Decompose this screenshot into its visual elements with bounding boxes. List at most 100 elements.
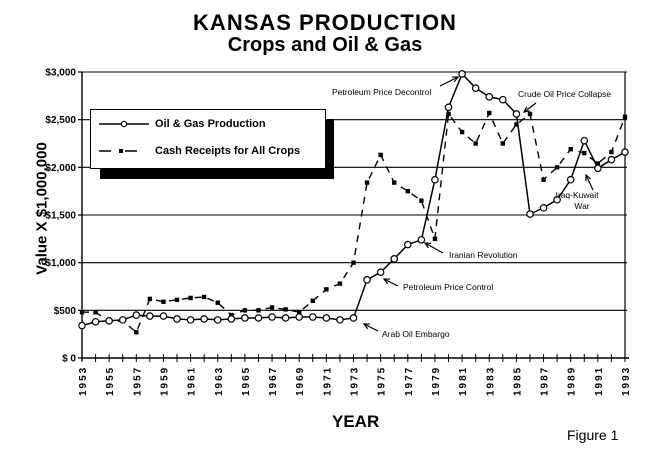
crops-data-point bbox=[527, 111, 533, 117]
x-tick-label: 1993 bbox=[621, 366, 632, 396]
legend-item-crops: Cash Receipts for All Crops bbox=[99, 145, 300, 157]
annotation-iraq-kuwait-war-line2: War bbox=[574, 201, 589, 211]
x-tick-label: 1975 bbox=[377, 366, 388, 396]
crops-data-point bbox=[582, 150, 587, 156]
y-tick-label: $1,500 bbox=[45, 211, 76, 222]
crops-data-point bbox=[595, 161, 601, 166]
oil-gas-data-point bbox=[458, 70, 466, 78]
annotation-crude-oil-price-collapse: Crude Oil Price Collapse bbox=[518, 89, 611, 99]
x-tick-label: 1953 bbox=[78, 366, 89, 396]
collapse-arrowhead bbox=[522, 106, 531, 113]
crops-data-point bbox=[215, 300, 220, 305]
annotation-iraq-kuwait-war: Iraq-Kuwait bbox=[556, 190, 600, 200]
crops-data-point bbox=[310, 298, 315, 303]
control-arrowhead bbox=[382, 278, 391, 285]
collapse-arrow bbox=[523, 102, 537, 113]
oil-gas-data-point bbox=[200, 315, 208, 323]
legend-label: Oil & Gas Production bbox=[155, 118, 266, 130]
decontrol-arrowhead bbox=[451, 76, 460, 83]
crops-data-point bbox=[337, 281, 343, 286]
oil-gas-data-point bbox=[553, 195, 561, 204]
x-tick-label: 1955 bbox=[105, 366, 116, 396]
x-tick-label: 1973 bbox=[350, 366, 361, 396]
legend-item-oil-gas: Oil & Gas Production bbox=[99, 118, 266, 130]
crops-data-point bbox=[324, 287, 329, 292]
crops-data-point bbox=[147, 296, 153, 302]
oil-gas-data-point bbox=[281, 314, 290, 322]
oil-gas-data-point bbox=[213, 316, 222, 324]
x-axis-label: YEAR bbox=[332, 412, 380, 431]
oil-gas-data-point bbox=[227, 315, 236, 323]
crops-data-point bbox=[161, 299, 166, 304]
y-tick-label: $ 0 bbox=[62, 354, 76, 365]
crops-data-point bbox=[297, 310, 302, 315]
crops-data-point bbox=[229, 312, 234, 318]
crops-data-point bbox=[405, 188, 410, 194]
solid-line-circle-icon bbox=[99, 119, 149, 129]
crops-data-point bbox=[541, 177, 546, 182]
figure-caption: Figure 1 bbox=[567, 427, 619, 443]
oil-gas-data-point bbox=[471, 84, 480, 93]
crops-data-point bbox=[364, 180, 370, 185]
legend: Oil & Gas Production Cash Receipts for A… bbox=[90, 109, 326, 169]
oil-gas-data-point bbox=[105, 317, 113, 325]
x-tick-label: 1987 bbox=[540, 366, 551, 396]
x-tick-label: 1959 bbox=[159, 366, 170, 396]
x-tick-label: 1971 bbox=[322, 366, 333, 396]
crops-data-point bbox=[351, 260, 356, 265]
crops-data-point bbox=[93, 310, 98, 315]
oil-gas-data-point bbox=[594, 164, 602, 173]
y-tick-label: $2,000 bbox=[45, 163, 76, 174]
x-tick-label: 1961 bbox=[187, 366, 198, 396]
x-tick-label: 1969 bbox=[295, 366, 306, 396]
crops-data-point bbox=[134, 330, 139, 335]
x-tick-label: 1967 bbox=[268, 366, 279, 396]
oil-gas-data-point bbox=[526, 210, 534, 218]
crops-data-point bbox=[554, 165, 560, 170]
crops-data-point bbox=[446, 111, 451, 117]
crops-data-point bbox=[419, 198, 424, 203]
oil-gas-data-point bbox=[607, 155, 616, 164]
oil-gas-data-point bbox=[417, 235, 426, 244]
crops-data-point bbox=[378, 152, 383, 158]
arab-arrowhead bbox=[362, 323, 371, 330]
oil-gas-data-point bbox=[566, 175, 575, 184]
crops-data-point bbox=[188, 295, 193, 301]
y-tick-label: $1,000 bbox=[45, 258, 76, 269]
annotation-iranian-revolution: Iranian Revolution bbox=[449, 250, 518, 260]
crops-data-point bbox=[283, 307, 288, 312]
oil-gas-data-point bbox=[390, 255, 399, 263]
crops-data-point bbox=[242, 308, 248, 313]
crops-data-point bbox=[269, 305, 275, 310]
oil-gas-data-point bbox=[539, 204, 548, 212]
crops-data-point bbox=[514, 122, 519, 127]
oil-gas-data-point bbox=[431, 175, 439, 184]
oil-gas-data-point bbox=[241, 314, 249, 322]
oil-gas-data-point bbox=[295, 313, 304, 321]
y-tick-label: $500 bbox=[54, 306, 77, 317]
oil-gas-data-point bbox=[146, 312, 154, 320]
oil-gas-data-point bbox=[118, 316, 127, 324]
oil-gas-data-point bbox=[363, 276, 371, 284]
crops-data-point bbox=[201, 294, 207, 300]
x-tick-label: 1977 bbox=[404, 366, 415, 396]
oil-gas-data-point bbox=[499, 95, 507, 104]
oil-gas-data-point bbox=[78, 321, 86, 330]
crops-data-point bbox=[432, 236, 438, 242]
crops-data-point bbox=[459, 129, 465, 135]
control-arrow bbox=[383, 278, 399, 287]
x-tick-label: 1983 bbox=[485, 366, 496, 396]
crops-data-point bbox=[473, 141, 478, 146]
x-tick-label: 1965 bbox=[241, 366, 252, 396]
crops-data-point bbox=[487, 110, 492, 116]
x-tick-label: 1981 bbox=[458, 366, 469, 396]
oil-gas-data-point bbox=[403, 240, 412, 249]
iran-arrowhead bbox=[423, 242, 432, 249]
oil-gas-data-point bbox=[376, 268, 385, 277]
crops-data-point bbox=[392, 180, 397, 185]
oil-gas-data-point bbox=[254, 314, 263, 322]
crops-data-point bbox=[622, 114, 628, 120]
oil-gas-data-point bbox=[132, 311, 141, 319]
oil-gas-data-point bbox=[444, 103, 453, 112]
oil-gas-data-point bbox=[173, 315, 181, 323]
